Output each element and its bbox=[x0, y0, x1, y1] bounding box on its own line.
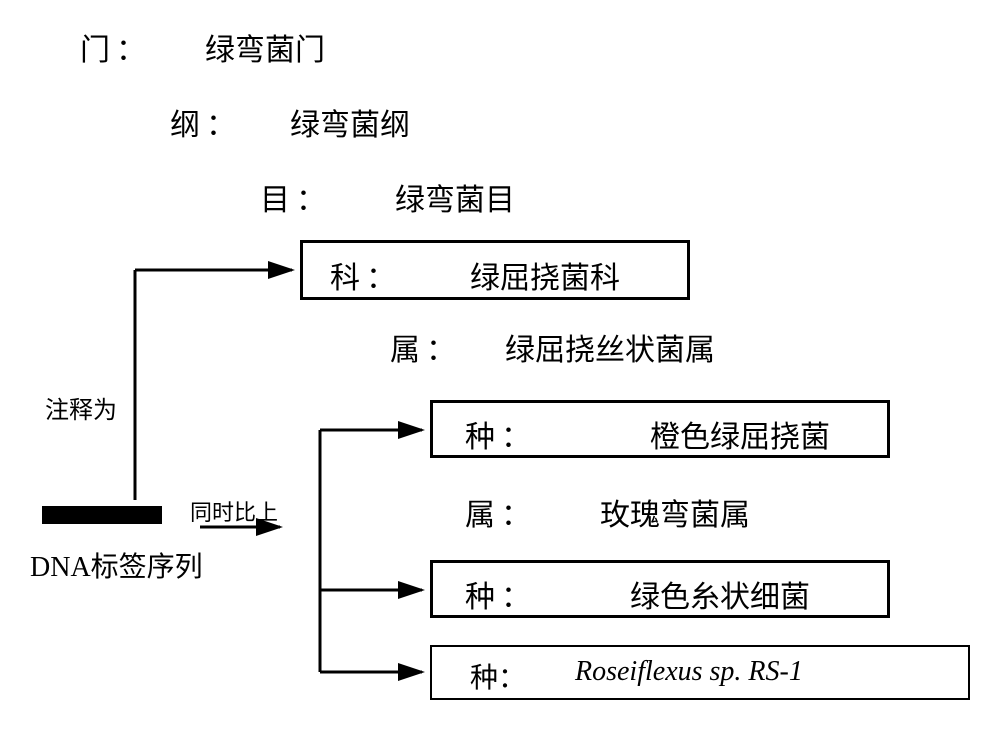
dna-tag-bar bbox=[42, 506, 162, 524]
annotate-as-label: 注释为 bbox=[45, 390, 117, 425]
rank-order-label: 目： bbox=[260, 175, 332, 219]
rank-genus1-label: 属： bbox=[390, 325, 462, 369]
rank-species3-value: Roseiflexus sp. RS-1 bbox=[575, 656, 803, 688]
simul-hit-label: 同时比上 bbox=[190, 495, 278, 527]
rank-class-value: 绿弯菌纲 bbox=[290, 100, 410, 144]
rank-family-label: 科： bbox=[330, 253, 402, 297]
rank-family-value: 绿屈挠菌科 bbox=[470, 253, 620, 297]
rank-genus2-value: 玫瑰弯菌属 bbox=[600, 490, 750, 534]
rank-species1-value: 橙色绿屈挠菌 bbox=[650, 412, 830, 456]
rank-phylum-label: 门： bbox=[80, 25, 152, 69]
rank-phylum-value: 绿弯菌门 bbox=[205, 25, 325, 69]
rank-species2-value: 绿色糸状细菌 bbox=[630, 572, 810, 616]
rank-species1-label: 种： bbox=[465, 412, 537, 456]
rank-class-label: 纲： bbox=[170, 100, 242, 144]
rank-species3-label: 种： bbox=[470, 656, 526, 696]
rank-species2-label: 种： bbox=[465, 572, 537, 616]
rank-genus2-label: 属： bbox=[465, 490, 537, 534]
connector-lines bbox=[0, 0, 1000, 732]
rank-order-value: 绿弯菌目 bbox=[395, 175, 515, 219]
dna-tag-label: DNA标签序列 bbox=[30, 545, 203, 585]
rank-genus1-value: 绿屈挠丝状菌属 bbox=[505, 325, 715, 369]
